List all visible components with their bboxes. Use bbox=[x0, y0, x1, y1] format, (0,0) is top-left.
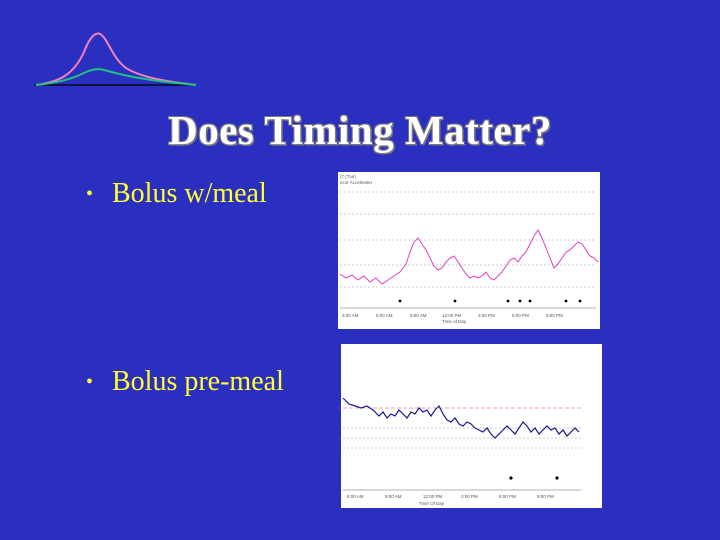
bullet-item: • Bolus w/meal bbox=[86, 178, 267, 210]
chart2-x-tick: 6:00 AM bbox=[347, 494, 364, 499]
chart1-header-line: ecor Accelmeter bbox=[340, 180, 373, 185]
chart1-x-tick: 3:00 PM bbox=[478, 313, 495, 318]
chart2-glucose-line bbox=[342, 397, 580, 439]
chart1-x-tick: 3:00 AM bbox=[342, 313, 359, 318]
glucose-chart-1-svg: (7 (Tue) ecor Accelmeter 3:00 AM 6:00 AM bbox=[339, 174, 599, 324]
chart2-x-tick: 9:00 AM bbox=[385, 494, 402, 499]
glucose-chart-2-svg: 6:00 AM 9:00 AM 12:00 PM 3:00 PM 6:00 PM… bbox=[342, 397, 581, 506]
chart1-x-tick: 9:00 PM bbox=[546, 313, 563, 318]
chart1-glucose-line bbox=[339, 229, 599, 285]
bell-curve-logo-icon bbox=[34, 32, 197, 86]
chart1-x-tick: 12:00 PM bbox=[442, 313, 462, 318]
bullet-dot-icon: • bbox=[86, 370, 94, 393]
chart2-x-label: Time Of Day bbox=[419, 501, 445, 506]
chart1-x-label: Time of Day bbox=[442, 319, 467, 324]
bullet-item: • Bolus pre-meal bbox=[86, 366, 284, 398]
glucose-chart-pre-meal: 6:00 AM 9:00 AM 12:00 PM 3:00 PM 6:00 PM… bbox=[341, 344, 602, 508]
slide-title: Does Timing Matter? bbox=[168, 107, 552, 153]
glucose-chart-with-meal: (7 (Tue) ecor Accelmeter 3:00 AM 6:00 AM bbox=[338, 172, 600, 329]
chart2-x-tick: 6:00 PM bbox=[499, 494, 516, 499]
chart1-x-tick: 9:00 AM bbox=[410, 313, 427, 318]
bullet-dot-icon: • bbox=[86, 182, 94, 205]
chart2-x-tick: 12:00 PM bbox=[423, 494, 443, 499]
bullet-text: Bolus w/meal bbox=[112, 178, 267, 209]
chart1-x-tick: 6:00 AM bbox=[376, 313, 393, 318]
chart2-x-tick: 3:00 PM bbox=[461, 494, 478, 499]
chart2-x-tick: 9:00 PM bbox=[537, 494, 554, 499]
chart1-header-line: (7 (Tue) bbox=[340, 174, 356, 179]
chart1-x-tick: 6:00 PM bbox=[512, 313, 529, 318]
bullet-text: Bolus pre-meal bbox=[112, 366, 284, 397]
